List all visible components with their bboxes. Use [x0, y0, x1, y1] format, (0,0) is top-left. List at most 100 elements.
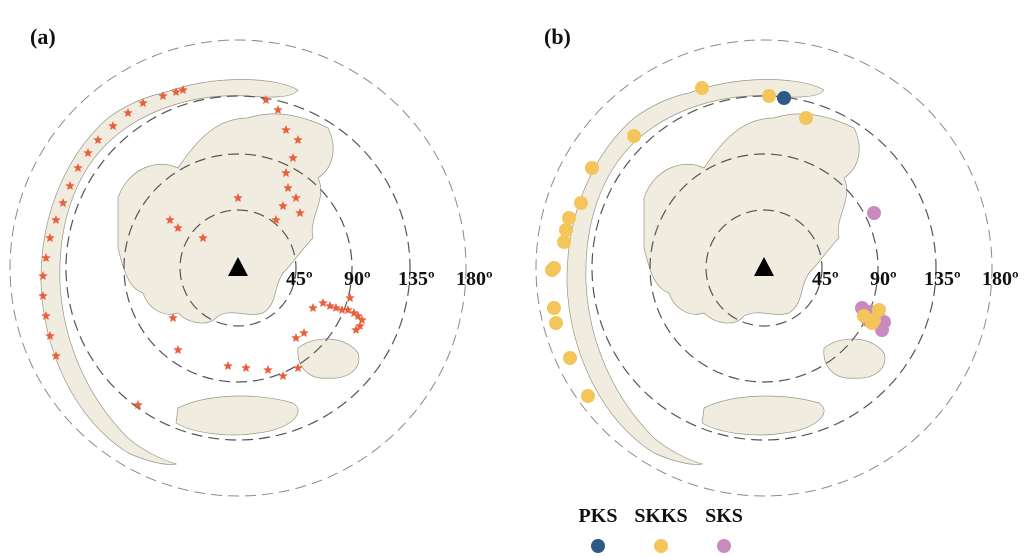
ring-45	[705, 209, 823, 327]
event-star	[233, 193, 243, 202]
event-star	[281, 125, 291, 134]
event-star	[223, 361, 233, 370]
event-star	[138, 98, 148, 107]
event-star	[173, 223, 183, 232]
event-star	[241, 363, 251, 372]
ring-label-45: 45º	[286, 268, 313, 290]
event-star	[278, 201, 288, 210]
event-circle	[799, 111, 813, 125]
event-star	[58, 198, 68, 207]
event-circle	[627, 129, 641, 143]
event-star	[337, 305, 347, 314]
event-star	[51, 215, 61, 224]
legend-label-skks: SKKS	[634, 505, 687, 527]
event-star	[45, 233, 55, 242]
event-star	[83, 148, 93, 157]
event-star	[93, 135, 103, 144]
ring-135	[65, 95, 411, 441]
event-circle	[545, 263, 559, 277]
legend-label-pks: PKS	[579, 505, 618, 527]
legend-swatch-sks	[717, 539, 731, 553]
event-circle	[549, 316, 563, 330]
event-star	[278, 371, 288, 380]
event-star	[293, 135, 303, 144]
event-circle	[547, 301, 561, 315]
event-star	[73, 163, 83, 172]
event-star	[51, 351, 61, 360]
panel-label-b: (b)	[544, 24, 571, 49]
event-circle	[695, 81, 709, 95]
event-star	[291, 333, 301, 342]
event-star	[318, 298, 328, 307]
ring-label-135: 135º	[398, 268, 435, 290]
event-star	[343, 305, 353, 314]
ring-label-90: 90º	[344, 268, 371, 290]
event-star	[273, 105, 283, 114]
event-circle	[777, 91, 791, 105]
event-star	[291, 193, 301, 202]
legend-swatch-pks	[591, 539, 605, 553]
event-circle	[867, 313, 881, 327]
station-triangle-icon	[754, 257, 774, 276]
event-circle	[762, 89, 776, 103]
event-star	[345, 293, 355, 302]
event-star	[293, 363, 303, 372]
event-circle	[557, 235, 571, 249]
event-star	[123, 108, 133, 117]
event-star	[353, 311, 363, 320]
event-markers	[38, 85, 367, 409]
event-star	[263, 365, 273, 374]
legend-label-sks: SKS	[705, 505, 743, 527]
event-star	[165, 215, 175, 224]
event-star	[41, 311, 51, 320]
event-star	[271, 215, 281, 224]
event-star	[351, 325, 361, 334]
event-star	[295, 208, 305, 217]
panel-a	[9, 39, 467, 497]
event-circle	[559, 223, 573, 237]
ring-label-135: 135º	[924, 268, 961, 290]
phase-legend: PKS SKKS SKS	[579, 505, 743, 553]
event-star	[283, 183, 293, 192]
event-circle	[867, 206, 881, 220]
event-star	[325, 301, 335, 310]
event-star	[349, 308, 359, 317]
event-circle	[581, 389, 595, 403]
event-star	[158, 91, 168, 100]
event-star	[178, 85, 188, 94]
ring-180	[9, 39, 467, 497]
event-circle	[562, 211, 576, 225]
event-star	[198, 233, 208, 242]
event-markers	[545, 81, 891, 403]
station-triangle-icon	[228, 257, 248, 276]
event-star	[308, 303, 318, 312]
event-star	[299, 328, 309, 337]
event-star	[45, 331, 55, 340]
ring-90	[123, 153, 353, 383]
ring-45	[179, 209, 297, 327]
event-star	[288, 153, 298, 162]
event-star	[281, 168, 291, 177]
ring-label-180: 180º	[982, 268, 1019, 290]
panel-label-a: (a)	[30, 24, 56, 49]
event-star	[171, 87, 181, 96]
ring-90	[649, 153, 879, 383]
event-circle	[585, 161, 599, 175]
event-star	[357, 315, 367, 324]
event-star	[108, 121, 118, 130]
event-circle	[563, 351, 577, 365]
event-star	[133, 400, 143, 409]
event-star	[173, 345, 183, 354]
event-star	[65, 181, 75, 190]
event-star	[355, 321, 365, 330]
event-circle	[574, 196, 588, 210]
ring-180	[535, 39, 993, 497]
event-circle	[875, 323, 889, 337]
event-star	[41, 253, 51, 262]
event-star	[261, 95, 271, 104]
event-star	[38, 271, 48, 280]
ring-label-90: 90º	[870, 268, 897, 290]
ring-135	[591, 95, 937, 441]
event-star	[331, 303, 341, 312]
